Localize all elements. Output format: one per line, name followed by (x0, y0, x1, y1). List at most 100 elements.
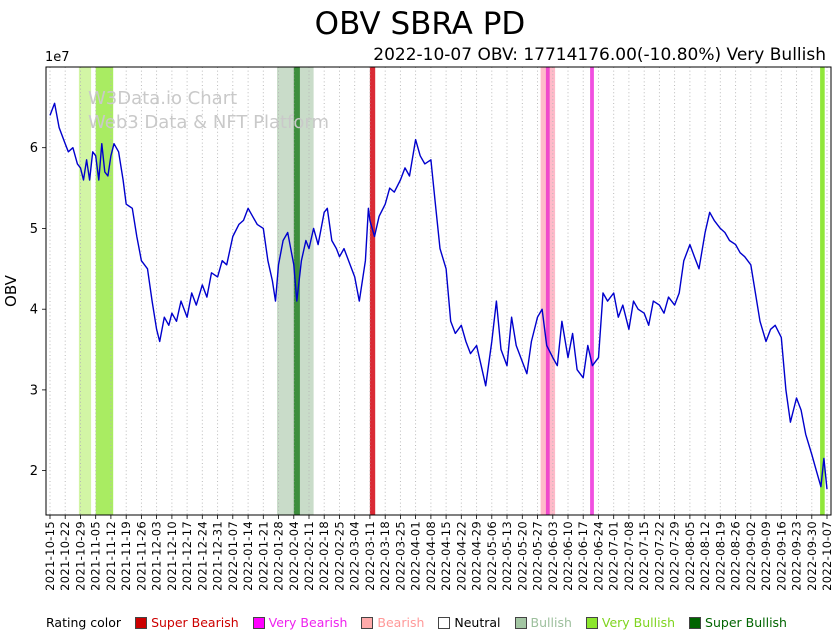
x-tick-label: 2022-01-21 (256, 521, 270, 591)
x-tick-label: 2022-08-12 (698, 521, 712, 591)
x-tick-label: 2022-06-17 (576, 521, 590, 591)
x-tick-label: 2021-11-26 (134, 521, 148, 591)
x-tick-label: 2022-10-07 (820, 521, 834, 591)
x-tick-label: 2022-02-04 (287, 521, 301, 591)
y-axis-multiplier: 1e7 (45, 50, 70, 65)
x-tick-label: 2022-07-15 (637, 521, 651, 591)
x-tick-label: 2022-05-13 (500, 521, 514, 591)
legend-item-label: Bearish (377, 615, 425, 630)
legend-swatch (514, 616, 527, 629)
x-tick-label: 2022-02-25 (333, 521, 347, 591)
legend-item-label: Super Bullish (705, 615, 787, 630)
legend-caption: Rating color (46, 615, 122, 630)
y-axis-label: OBV (2, 274, 20, 307)
rating-band-very-bearish (590, 67, 594, 515)
x-tick-label: 2022-05-27 (531, 521, 545, 591)
page-title: OBV SBRA PD (314, 6, 526, 42)
x-tick-label: 2022-06-24 (592, 521, 606, 591)
legend-item-bearish: Bearish (361, 615, 424, 630)
legend-item-very-bearish: Very Bearish (252, 615, 348, 630)
x-tick-label: 2021-12-10 (165, 521, 179, 591)
y-tick-label: 4 (30, 303, 38, 318)
rating-band-super-bearish (369, 67, 376, 515)
x-tick-label: 2022-04-01 (409, 521, 423, 591)
chart-subtitle: 2022-10-07 OBV: 17714176.00(-10.80%) Ver… (373, 45, 826, 65)
y-tick-label: 6 (30, 141, 38, 156)
x-tick-label: 2022-07-08 (622, 521, 636, 591)
x-tick-label: 2022-01-07 (226, 521, 240, 591)
legend-item-neutral: Neutral (438, 615, 501, 630)
legend-item-bullish: Bullish (514, 615, 572, 630)
x-tick-label: 2022-04-15 (439, 521, 453, 591)
x-tick-label: 2022-06-03 (546, 521, 560, 591)
x-tick-label: 2021-12-24 (195, 521, 209, 591)
x-tick-label: 2022-05-20 (515, 521, 529, 591)
obv-line (49, 102, 828, 490)
x-tick-label: 2022-02-11 (302, 521, 316, 591)
x-tick-label: 2022-09-02 (744, 521, 758, 591)
legend-swatch (361, 616, 374, 629)
legend-item-super-bearish: Super Bearish (135, 615, 239, 630)
x-tick-label: 2022-01-14 (241, 521, 255, 591)
legend-swatch (252, 616, 265, 629)
x-tick-label: 2021-12-17 (180, 521, 194, 591)
x-tick-label: 2021-10-15 (43, 521, 57, 591)
y-tick-label: 5 (30, 222, 38, 237)
legend-item-super-bullish: Super Bullish (689, 615, 787, 630)
x-tick-label: 2022-07-29 (668, 521, 682, 591)
x-tick-label: 2022-01-28 (272, 521, 286, 591)
rating-band-very-bullish (95, 67, 114, 515)
rating-legend: Rating color Super Bearish Very Bearish Be… (46, 615, 787, 630)
x-tick-label: 2022-03-18 (378, 521, 392, 591)
axes-layer: 2021-10-15 2021-10-22 2021-10-29 2021-11-05… (30, 66, 834, 591)
x-tick-label: 2022-06-10 (561, 521, 575, 591)
x-tick-label: 2022-08-26 (729, 521, 743, 591)
x-tick-label: 2022-04-22 (454, 521, 468, 591)
x-tick-label: 2022-09-23 (790, 521, 804, 591)
x-tick-label: 2021-11-12 (104, 521, 118, 591)
y-tick-label: 3 (30, 383, 38, 398)
legend-item-very-bullish: Very Bullish (585, 615, 676, 630)
rating-bands-layer (78, 67, 825, 515)
rating-band-very-bullish (78, 67, 92, 515)
x-tick-label: 2022-04-08 (424, 521, 438, 591)
x-tick-label: 2021-10-22 (58, 521, 72, 591)
x-tick-label: 2022-04-29 (470, 521, 484, 591)
x-tick-label: 2022-05-06 (485, 521, 499, 591)
y-tick-label: 2 (30, 464, 38, 479)
watermark-line1: W3Data.io Chart (88, 88, 237, 109)
legend-swatch (585, 616, 598, 629)
rating-band-super-bullish (293, 67, 300, 515)
x-tick-label: 2021-12-31 (211, 521, 225, 591)
x-tick-label: 2022-02-18 (317, 521, 331, 591)
legend-item-label: Very Bearish (268, 615, 348, 630)
legend-swatch (135, 616, 148, 629)
x-tick-label: 2022-07-22 (652, 521, 666, 591)
x-tick-label: 2022-03-04 (348, 521, 362, 591)
x-tick-label: 2021-12-03 (150, 521, 164, 591)
watermark-line2: Web3 Data & NFT Platform (88, 112, 329, 133)
x-tick-label: 2021-11-19 (119, 521, 133, 591)
x-tick-label: 2022-07-01 (607, 521, 621, 591)
legend-swatch (689, 616, 702, 629)
legend-item-label: Neutral (454, 615, 501, 630)
legend-items: Super Bearish Very Bearish Bearish Neutral B… (135, 615, 787, 630)
x-tick-label: 2021-11-05 (89, 521, 103, 591)
plot-border (45, 66, 832, 516)
x-tick-label: 2022-03-11 (363, 521, 377, 591)
rating-band-very-bullish (820, 67, 825, 515)
rating-band-very-bearish (545, 67, 550, 515)
x-tick-label: 2021-10-29 (74, 521, 88, 591)
x-tick-label: 2022-08-05 (683, 521, 697, 591)
legend-item-label: Very Bullish (601, 615, 676, 630)
legend-swatch (438, 616, 451, 629)
legend-item-label: Bullish (530, 615, 572, 630)
x-tick-label: 2022-09-09 (759, 521, 773, 591)
x-tick-label: 2022-08-19 (713, 521, 727, 591)
x-tick-label: 2022-09-16 (774, 521, 788, 591)
gridlines-layer (49, 67, 828, 515)
legend-item-label: Super Bearish (151, 615, 239, 630)
x-tick-label: 2022-09-30 (805, 521, 819, 591)
